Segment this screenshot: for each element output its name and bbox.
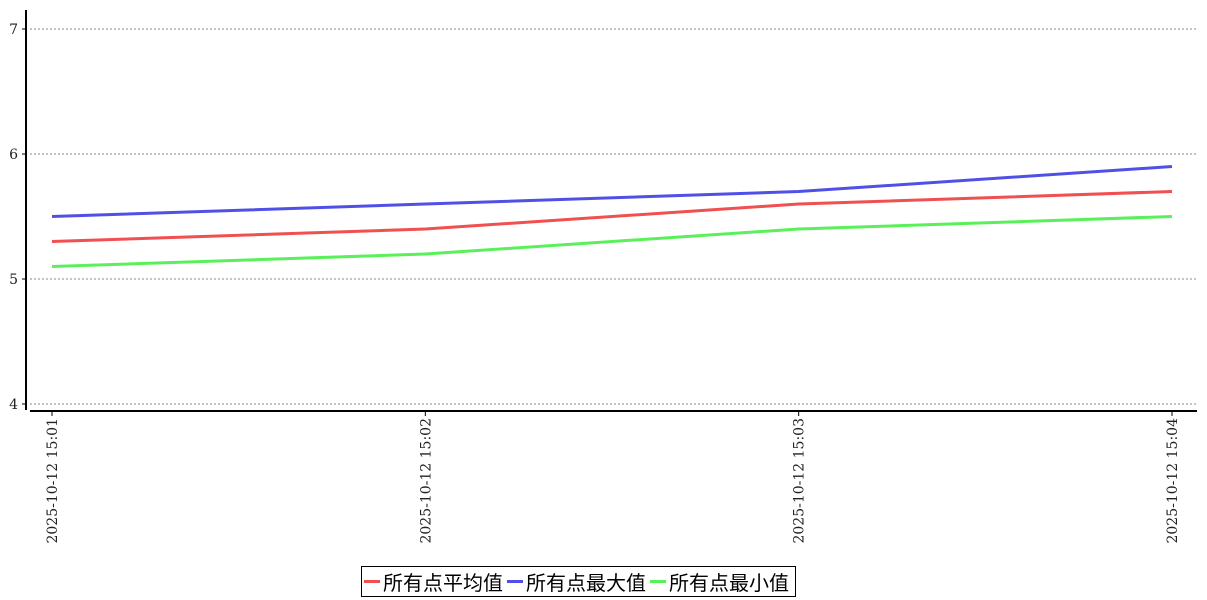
legend-label: 所有点最小值 <box>669 571 789 595</box>
y-tick-label: 4 <box>9 397 18 413</box>
legend-label: 所有点平均值 <box>383 571 503 595</box>
x-tick-label: 2025-10-12 15:03 <box>792 418 808 544</box>
series-line <box>51 165 1173 218</box>
series-line <box>51 190 1173 243</box>
legend-swatch <box>364 580 380 583</box>
x-tick-label: 2025-10-12 15:01 <box>45 418 61 544</box>
legend-item-max[interactable]: 所有点最大值 <box>507 567 646 596</box>
legend-swatch <box>650 580 666 583</box>
y-tick-label: 6 <box>9 147 18 163</box>
legend-item-avg[interactable]: 所有点平均值 <box>364 567 503 596</box>
legend-label: 所有点最大值 <box>526 571 646 595</box>
legend: 所有点平均值 所有点最大值 所有点最小值 <box>361 566 796 597</box>
legend-swatch <box>507 580 523 583</box>
legend-item-min[interactable]: 所有点最小值 <box>650 567 789 596</box>
series-line <box>51 215 1173 268</box>
y-tick-label: 5 <box>9 272 18 288</box>
x-tick-label: 2025-10-12 15:04 <box>1165 418 1181 544</box>
x-tick-label: 2025-10-12 15:02 <box>418 418 434 544</box>
y-tick-label: 7 <box>9 22 18 38</box>
